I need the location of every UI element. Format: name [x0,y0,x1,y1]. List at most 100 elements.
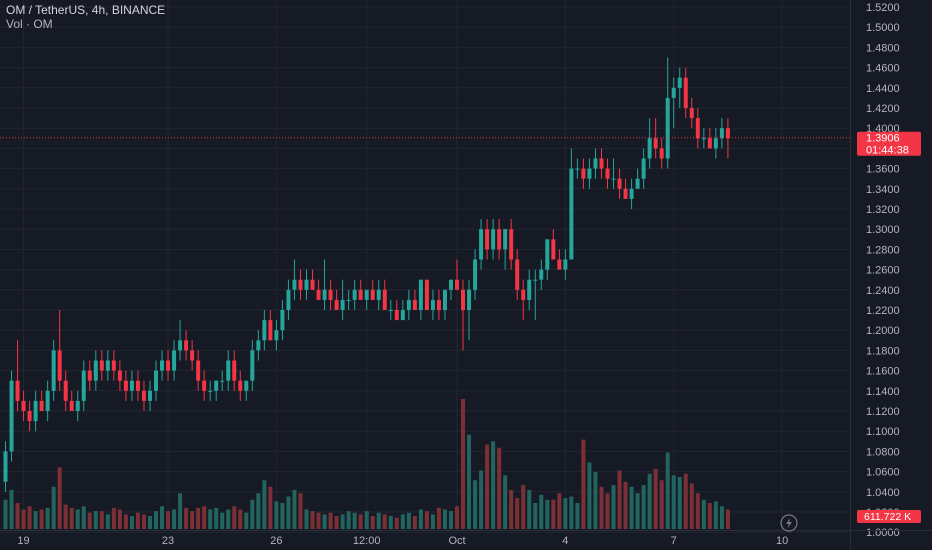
volume-bar [280,503,285,529]
volume-bar [442,509,447,529]
candle-body [424,279,429,310]
candle-body [316,289,321,300]
candle-body [725,128,730,139]
volume-bar [683,473,688,529]
volume-bar [232,506,237,529]
candle-body [430,299,435,310]
volume-bar [436,507,441,529]
time-axis[interactable]: 19 23 26 12:00 Oct 4 7 10 [0,530,932,548]
volume-bar [370,516,375,529]
volume-bar [563,498,568,529]
price-tick-label: 1.2600 [866,265,900,277]
volume-bar [178,493,183,529]
volume-bar [394,517,399,529]
candle-body [388,310,393,311]
volume-bar [208,509,213,529]
candle-body [226,360,231,381]
volume-bar [479,470,484,529]
volume-tag-background [857,510,921,523]
candle-body [27,411,32,422]
volume-bar [250,499,255,529]
candle-body [117,370,122,381]
volume-bar [653,468,658,529]
price-tick-label: 1.0800 [866,446,900,458]
candle-body [196,360,201,381]
candle-body [491,229,496,250]
volume-bar [593,472,598,529]
volume-bar [45,507,50,529]
price-tick-label: 1.5000 [866,22,900,34]
volume-bar [521,485,526,529]
candle-body [533,279,538,281]
symbol-title[interactable]: OM / TetherUS, 4h, BINANCE [6,3,166,17]
volume-bar [147,516,152,529]
candle-body [280,310,285,331]
volume-bar [21,509,26,529]
candle-body [521,289,526,300]
candle-body [232,360,237,381]
volume-bar [123,514,128,529]
price-tick-label: 1.3600 [866,164,900,176]
candle-body [641,158,646,179]
time-tick-label: 4 [562,535,568,547]
candle-body [147,390,152,401]
candle-body [105,360,110,371]
candle-body [238,380,243,391]
volume-bar [485,444,490,529]
volume-bar [430,514,435,529]
candle-body [172,350,177,371]
candle-body [473,259,478,290]
volume-bar [551,499,556,529]
volume-value: 611.722 K [864,511,911,523]
candle-body [689,108,694,119]
candle-body [436,299,441,310]
time-tick-label: 19 [17,535,29,547]
candle-body [695,118,700,139]
price-tick-label: 1.5200 [866,2,900,14]
volume-bar [418,509,423,529]
candle-body [135,380,140,391]
candle-body [701,138,706,140]
volume-bar [647,473,652,529]
candle-body [647,138,652,159]
volume-bar [99,511,104,529]
candle-body [51,350,56,391]
candle-body [166,360,171,371]
volume-bar [81,506,86,529]
candle-body [406,299,411,310]
volume-bar [262,480,267,529]
candle-body [39,400,44,411]
volume-bar [15,503,20,529]
candle-body [129,380,134,391]
candle-body [111,360,116,371]
candle-body [334,299,339,310]
volume-bar [509,490,514,529]
volume-indicator-title[interactable]: Vol · OM [6,17,53,31]
volume-bar [111,507,116,529]
candle-body [93,360,98,381]
volume-bar [533,503,538,529]
price-tick-label: 1.3200 [866,204,900,216]
candle-body [99,360,104,371]
price-tick-label: 1.0000 [866,527,900,539]
candle-body [292,279,297,290]
candle-body [154,370,158,391]
candlesticks [3,57,730,492]
candle-body [178,340,183,351]
volume-bar [581,439,586,529]
candle-body [467,289,472,310]
candle-body [352,289,357,300]
volume-bar [707,503,712,529]
candle-body [160,360,165,371]
candle-body [599,158,604,169]
candle-body [298,279,303,290]
candle-body [69,400,74,411]
candle-body [141,390,146,401]
lightning-icon[interactable] [780,514,798,532]
volume-bar [135,512,140,529]
volume-bar [473,480,478,529]
volume-bars [3,399,730,529]
volume-bar [635,493,640,529]
